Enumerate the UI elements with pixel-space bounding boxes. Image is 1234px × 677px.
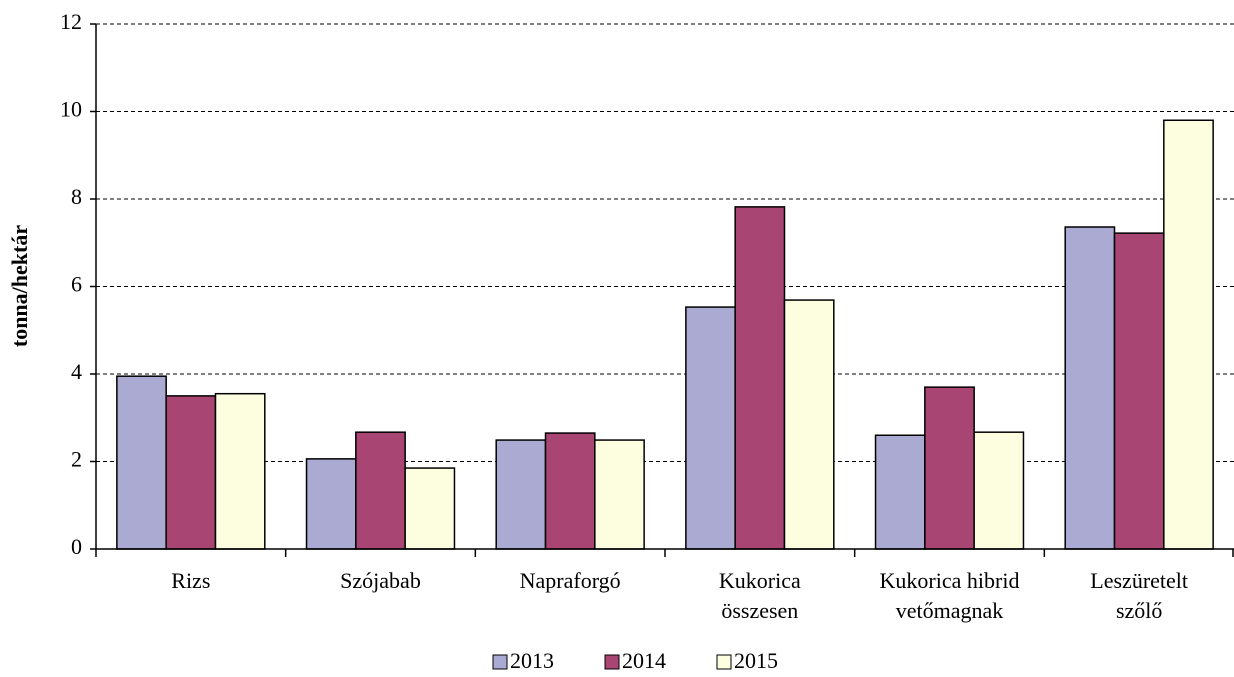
bar	[1163, 119, 1214, 550]
legend-swatch	[604, 654, 620, 670]
legend-swatch	[716, 654, 732, 670]
x-tick-label: Napraforgó	[520, 568, 621, 593]
bar	[404, 467, 456, 550]
bar	[165, 395, 217, 550]
x-tick-label-line: összesen	[721, 598, 798, 623]
bar	[594, 439, 645, 550]
x-tick-label-line: vetőmagnak	[896, 598, 1004, 623]
bar	[1064, 226, 1116, 550]
legend-label: 2014	[622, 648, 666, 673]
legend-label: 2015	[734, 648, 778, 673]
bar	[214, 392, 266, 550]
legend-label: 2013	[510, 648, 554, 673]
bar	[305, 458, 357, 550]
x-tick-label: Kukorica hibrid vetőmagnak	[880, 568, 1020, 623]
x-tick-label: Kukorica összesen	[719, 568, 801, 623]
y-axis-label: tonna/hektár	[7, 225, 32, 347]
x-tick-label: Szójabab	[340, 568, 421, 593]
bar	[495, 439, 547, 550]
x-tick-label-line: Kukorica hibrid	[880, 568, 1020, 593]
y-tick-label: 12	[60, 9, 82, 34]
bar	[734, 206, 786, 550]
bar	[924, 386, 975, 550]
legend-swatch	[492, 654, 508, 670]
y-tick-label: 4	[71, 359, 82, 384]
y-tick-label: 8	[71, 184, 82, 209]
y-tick-label: 10	[60, 97, 82, 122]
bar	[874, 434, 926, 550]
bar	[783, 299, 835, 550]
bar	[116, 375, 167, 550]
x-tick-label-line: Kukorica	[719, 568, 801, 593]
x-tick-label: Rizs	[171, 568, 210, 593]
bar	[1113, 232, 1165, 550]
y-tick-label: 0	[71, 534, 82, 559]
bar	[973, 431, 1025, 550]
bar	[355, 431, 406, 550]
y-tick-label: 2	[71, 447, 82, 472]
x-tick-label-line: Napraforgó	[520, 568, 621, 593]
x-tick-label: Leszüretelt szőlő	[1090, 568, 1188, 623]
x-tick-label-line: szőlő	[1116, 598, 1162, 623]
x-tick-label-line: Szójabab	[340, 568, 421, 593]
bar	[544, 432, 596, 550]
x-tick-label-line: Rizs	[171, 568, 210, 593]
bar	[685, 306, 736, 550]
y-tick-label: 6	[71, 272, 82, 297]
x-tick-label-line: Leszüretelt	[1090, 568, 1188, 593]
